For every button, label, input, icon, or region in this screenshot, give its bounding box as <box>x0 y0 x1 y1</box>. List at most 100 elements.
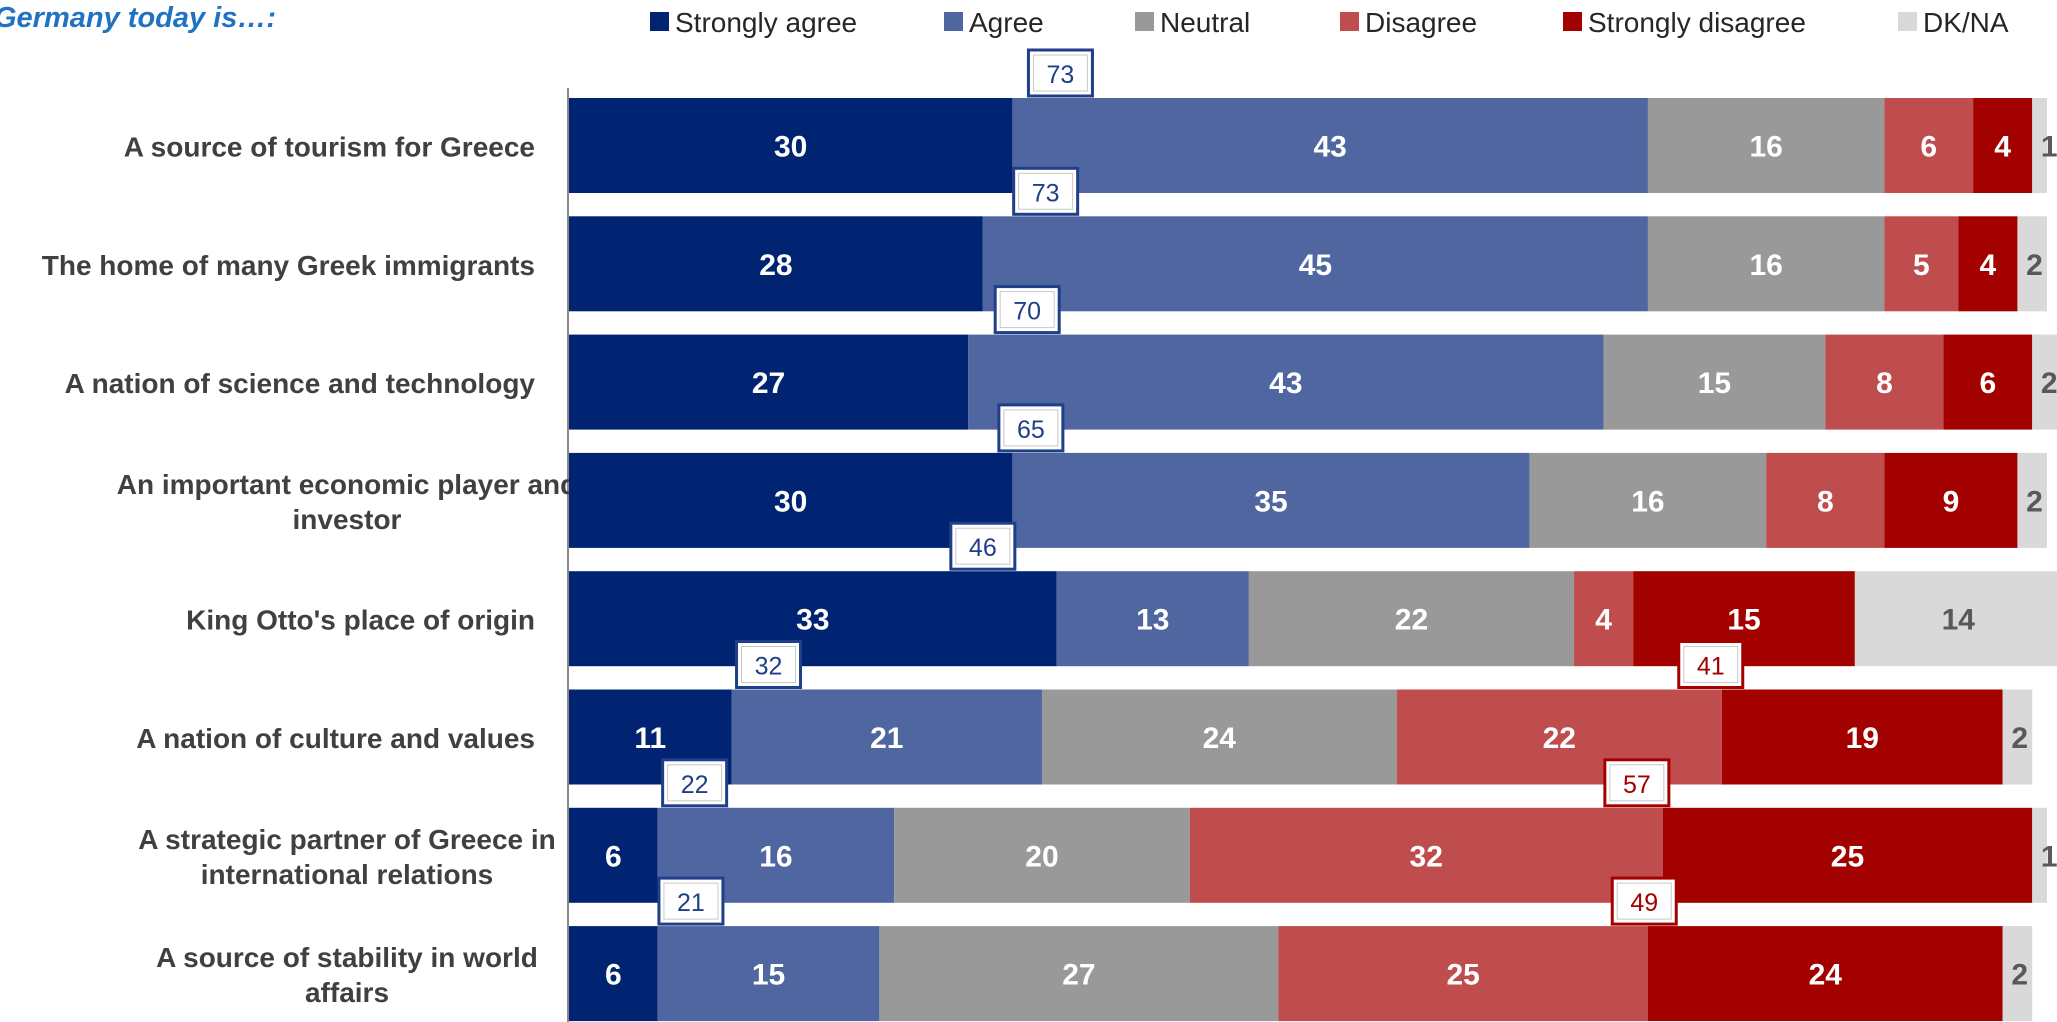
category-label-a-nation-of-science-and-technology: A nation of science and technology <box>65 368 536 399</box>
row-8-bar-agree <box>657 926 880 1022</box>
row-2-label-strongly-agree: 28 <box>759 249 792 282</box>
row-1-bar-dk-na <box>2032 98 2047 193</box>
row-6-bar-agree <box>731 689 1042 785</box>
row-8-net-disagree-box-inner <box>1616 882 1672 920</box>
row-1-net-agree-box-inner <box>1032 54 1088 92</box>
legend-swatch-dk-na <box>1898 12 1917 31</box>
row-5-label-agree: 13 <box>1136 604 1169 637</box>
row-6-bar-strongly-disagree <box>1721 689 2003 785</box>
category-label-a-source-of-stability-in-world-affairs: A source of stability in world affairs <box>156 942 538 1008</box>
category-label-the-home-of-many-greek-immigrants: The home of many Greek immigrants <box>42 250 535 281</box>
row-8-net-agree-box-inner <box>663 882 719 920</box>
row-7-bar-disagree <box>1189 807 1663 903</box>
row-3-label-dk-na: 2 <box>2041 367 2057 400</box>
row-4-bar-strongly-disagree <box>1884 452 2018 548</box>
row-5-label-neutral: 22 <box>1395 604 1428 637</box>
row-1-bar-neutral <box>1647 98 1885 193</box>
row-3-bar-dk-na <box>2032 334 2057 430</box>
row-3-net-agree-value: 70 <box>1013 298 1041 326</box>
row-1-label-strongly-disagree: 4 <box>1994 131 2011 164</box>
row-2-bar-disagree <box>1884 216 1959 312</box>
row-7-bar-neutral <box>894 807 1190 903</box>
row-2-label-strongly-disagree: 4 <box>1980 249 1997 282</box>
row-6-net-disagree-box-inner <box>1683 646 1739 683</box>
row-4-label-strongly-agree: 30 <box>774 485 807 518</box>
legend-swatch-neutral <box>1135 12 1154 31</box>
row-6-net-disagree-value: 41 <box>1697 653 1725 681</box>
legend-swatch-disagree <box>1340 12 1359 31</box>
row-1-label-agree: 43 <box>1313 131 1346 164</box>
row-4-bar-agree <box>1012 452 1530 548</box>
row-1-bar-agree <box>1012 98 1648 193</box>
row-8-bar-disagree <box>1278 926 1648 1022</box>
row-4-bar-neutral <box>1529 452 1767 548</box>
chart-title: Germany today is…: <box>0 2 277 34</box>
legend-swatch-agree <box>944 12 963 31</box>
row-1-bar-strongly-agree <box>569 98 1013 193</box>
legend-label-strongly-agree: Strongly agree <box>675 7 857 38</box>
row-7-label-neutral: 20 <box>1025 840 1058 873</box>
row-3-label-strongly-disagree: 6 <box>1980 367 1997 400</box>
row-5-net-agree-box-inner <box>955 527 1011 565</box>
legend-label-dk-na: DK/NA <box>1923 7 2009 38</box>
row-4-label-dk-na: 2 <box>2026 485 2043 518</box>
category-label-king-otto-s-place-of-origin: King Otto's place of origin <box>186 605 535 636</box>
row-4-label-strongly-disagree: 9 <box>1943 485 1960 518</box>
row-8-net-agree-value: 21 <box>677 889 705 917</box>
row-2-net-agree-box-inner <box>1018 172 1074 210</box>
row-1-label-disagree: 6 <box>1920 131 1937 164</box>
row-8-label-strongly-disagree: 24 <box>1809 959 1843 992</box>
row-5-label-disagree: 4 <box>1595 604 1612 637</box>
row-8-bar-strongly-agree <box>569 926 658 1022</box>
row-5-bar-disagree <box>1574 571 1634 667</box>
row-2-bar-agree <box>982 216 1648 312</box>
row-6-net-agree-value: 32 <box>755 653 783 681</box>
row-4-label-agree: 35 <box>1254 485 1287 518</box>
row-8-bar-neutral <box>879 926 1279 1022</box>
row-3-label-disagree: 8 <box>1876 367 1893 400</box>
legend-label-agree: Agree <box>969 7 1044 38</box>
row-7-label-strongly-agree: 6 <box>605 840 622 873</box>
row-5-net-agree-value: 46 <box>969 534 997 562</box>
legend-swatch-strongly-disagree <box>1563 12 1582 31</box>
row-3-bar-disagree <box>1825 334 1944 430</box>
category-label-a-nation-of-culture-and-values: A nation of culture and values <box>136 723 535 754</box>
row-4-label-neutral: 16 <box>1631 485 1664 518</box>
row-6-bar-dk-na <box>2002 689 2033 785</box>
row-8-bar-dk-na <box>2002 926 2033 1022</box>
category-label-a-source-of-tourism-for-greece: A source of tourism for Greece <box>124 132 535 163</box>
row-5-bar-dk-na <box>1854 571 2057 667</box>
row-2-label-disagree: 5 <box>1913 249 1930 282</box>
legend-swatch-strongly-agree <box>650 12 669 31</box>
row-2-bar-strongly-agree <box>569 216 983 312</box>
row-4-bar-dk-na <box>2017 452 2047 548</box>
row-8-net-disagree-value: 49 <box>1630 889 1658 917</box>
row-3-label-neutral: 15 <box>1698 367 1731 400</box>
row-2-label-dk-na: 2 <box>2026 249 2043 282</box>
row-2-bar-dk-na <box>2017 216 2047 312</box>
row-4-net-agree-value: 65 <box>1017 416 1045 444</box>
row-5-bar-agree <box>1056 571 1249 667</box>
row-8-label-dk-na: 2 <box>2011 959 2028 992</box>
row-4-label-disagree: 8 <box>1817 485 1834 518</box>
row-7-net-agree-box-inner <box>667 764 723 802</box>
row-7-bar-dk-na <box>2032 807 2047 903</box>
row-6-label-disagree: 22 <box>1543 722 1576 755</box>
row-3-bar-agree <box>968 334 1604 430</box>
row-5-label-strongly-agree: 33 <box>796 604 829 637</box>
legend-label-disagree: Disagree <box>1365 7 1477 38</box>
row-1-label-strongly-agree: 30 <box>774 131 807 164</box>
row-7-net-disagree-box-inner <box>1609 764 1665 802</box>
row-6-bar-neutral <box>1041 689 1397 785</box>
row-5-bar-neutral <box>1248 571 1575 667</box>
row-4-bar-strongly-agree <box>569 452 1013 548</box>
row-8-label-disagree: 25 <box>1447 959 1480 992</box>
row-7-bar-strongly-disagree <box>1662 807 2033 903</box>
row-7-net-agree-value: 22 <box>681 771 709 799</box>
row-1-bar-strongly-disagree <box>1973 98 2033 193</box>
row-1-bar-disagree <box>1884 98 1974 193</box>
row-6-label-agree: 21 <box>870 722 903 755</box>
row-7-label-disagree: 32 <box>1410 840 1443 873</box>
row-2-label-agree: 45 <box>1299 249 1332 282</box>
